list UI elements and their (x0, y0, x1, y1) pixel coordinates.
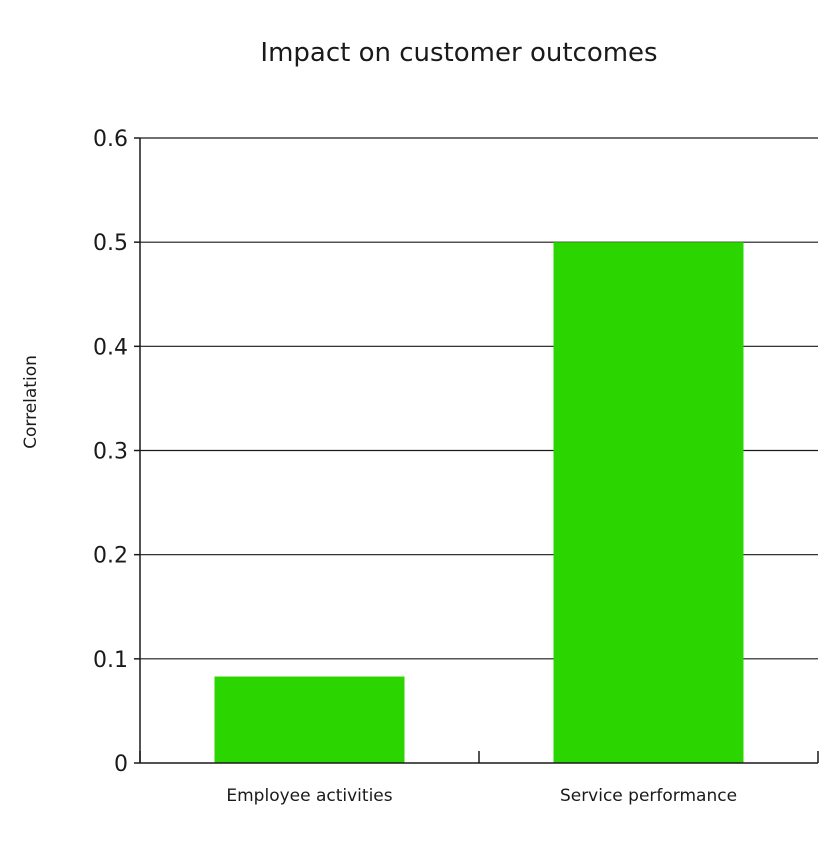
y-tick-labels: 0 0.1 0.2 0.3 0.4 0.5 0.6 (93, 127, 128, 777)
bar (553, 242, 744, 763)
chart-title: Impact on customer outcomes (260, 38, 657, 68)
y-tick-label: 0.1 (93, 648, 128, 673)
y-tick-label: 0.2 (93, 544, 128, 569)
y-tick-label: 0.5 (93, 231, 128, 256)
y-axis-label: Correlation (21, 355, 41, 449)
y-tick-label: 0.4 (93, 335, 128, 360)
x-tick-label: Service performance (560, 786, 737, 806)
y-tick-label: 0.6 (93, 127, 128, 152)
x-tick-labels: Employee activities Service performance (226, 786, 737, 806)
bar (214, 676, 405, 763)
bars (214, 242, 744, 763)
axes (134, 137, 819, 764)
y-tick-label: 0 (114, 752, 128, 777)
x-tick-label: Employee activities (226, 786, 392, 806)
y-tick-label: 0.3 (93, 440, 128, 465)
